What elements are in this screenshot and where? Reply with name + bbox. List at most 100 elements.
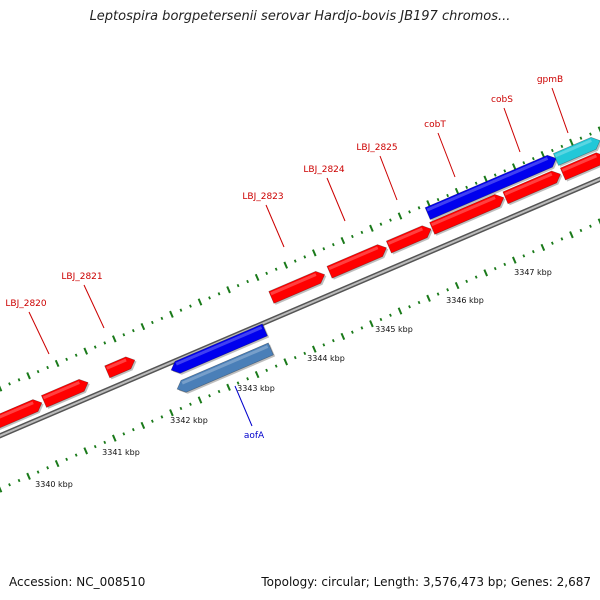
tick-mark: [389, 218, 392, 222]
tick-mark: [522, 254, 526, 258]
tick-mark: [436, 197, 440, 202]
tick-mark: [179, 406, 183, 411]
tick-mark: [322, 247, 326, 251]
gene-arrow-lbj-2821[interactable]: [104, 354, 139, 380]
gene-arrow-lbj-2820[interactable]: [40, 376, 92, 409]
kbp-scale-label: 3346 kbp: [446, 296, 484, 305]
kbp-scale-label: 3344 kbp: [307, 354, 345, 363]
tick-mark: [217, 292, 221, 296]
gene-label-cobs[interactable]: cobS: [491, 95, 513, 105]
tick-mark: [111, 335, 117, 343]
tick-mark: [493, 173, 497, 177]
tick-mark: [540, 243, 546, 252]
tick-mark: [369, 224, 374, 232]
orf-arrow-reverse[interactable]: [169, 323, 270, 378]
tick-mark: [236, 381, 240, 385]
tick-mark: [579, 136, 583, 140]
tick-mark: [560, 144, 564, 149]
kbp-scale-label: 3340 kbp: [35, 480, 73, 489]
tick-mark: [0, 385, 3, 392]
tick-mark: [17, 478, 21, 483]
gene-label-lbj-2821[interactable]: LBJ_2821: [61, 272, 102, 282]
tick-mark: [151, 320, 154, 325]
tick-mark: [531, 250, 535, 254]
tick-mark: [454, 281, 460, 290]
orf-arrow-forward[interactable]: [424, 152, 561, 221]
tick-mark: [17, 378, 21, 382]
tick-mark: [197, 396, 203, 404]
tick-mark: [169, 409, 174, 417]
tick-mark: [293, 355, 297, 360]
tick-mark: [140, 322, 146, 331]
gene-leader-line: [265, 204, 285, 248]
tick-mark: [93, 444, 97, 449]
tick-mark: [446, 288, 449, 292]
tick-mark: [151, 419, 154, 423]
gene-arrow-gpmb[interactable]: [559, 150, 600, 182]
tick-mark: [351, 234, 354, 239]
tick-mark: [597, 126, 600, 133]
tick-mark: [65, 357, 69, 361]
tick-mark: [426, 294, 431, 302]
tick-mark: [189, 304, 192, 308]
tick-mark: [283, 358, 289, 366]
tick-mark: [303, 255, 307, 259]
tick-mark: [160, 316, 164, 321]
tick-mark: [322, 343, 326, 347]
tick-mark: [360, 326, 364, 330]
gene-label-lbj-2820[interactable]: LBJ_2820: [5, 299, 47, 309]
tick-mark: [369, 320, 374, 328]
tick-mark: [311, 249, 317, 257]
tick-mark: [397, 212, 403, 220]
tick-mark: [246, 377, 249, 381]
tick-mark: [503, 169, 507, 173]
gene-leader-line: [379, 155, 398, 201]
tick-mark: [122, 432, 126, 436]
tick-mark: [379, 222, 383, 226]
tick-mark: [389, 313, 392, 317]
gene-arrow-lbj-2823[interactable]: [268, 268, 329, 305]
tick-mark: [408, 305, 411, 309]
kbp-scale-label: 3342 kbp: [170, 416, 208, 425]
gene-arrow-cobs[interactable]: [502, 168, 565, 206]
rna-arrow-forward[interactable]: [552, 134, 600, 167]
tick-mark: [8, 382, 11, 386]
tick-mark: [131, 329, 135, 333]
gene-label-lbj-2823[interactable]: LBJ_2823: [242, 192, 283, 202]
tick-mark: [160, 415, 164, 419]
tick-mark: [493, 266, 497, 271]
tick-mark: [169, 310, 174, 318]
tick-mark: [417, 300, 421, 305]
gene-label-lbj-2824[interactable]: LBJ_2824: [303, 165, 345, 175]
gene-label-cobt[interactable]: cobT: [424, 120, 446, 130]
tick-mark: [246, 279, 249, 284]
tick-mark: [179, 308, 183, 312]
tick-mark: [465, 185, 469, 189]
tick-mark: [254, 370, 260, 379]
tick-mark: [303, 351, 307, 356]
gene-leader-line: [503, 107, 521, 153]
gene-label-aofa[interactable]: aofA: [244, 431, 265, 441]
tick-mark: [531, 157, 535, 161]
gene-arrow-cobt[interactable]: [429, 191, 509, 236]
tick-mark: [54, 459, 60, 468]
tick-mark: [417, 206, 421, 210]
tick-mark: [0, 486, 3, 493]
gene-leader-line: [551, 87, 569, 134]
gene-leader-line: [326, 177, 346, 222]
chromosome-backbone-highlight: [0, 178, 600, 437]
accession-text: Accession: NC_008510: [9, 575, 146, 589]
gene-label-lbj-2825[interactable]: LBJ_2825: [356, 143, 397, 153]
gene-label-gpmb[interactable]: gpmB: [537, 75, 563, 85]
tick-mark: [551, 241, 554, 245]
tick-mark: [379, 317, 383, 322]
tick-mark: [26, 372, 31, 380]
tick-mark: [360, 230, 364, 235]
tick-mark: [208, 394, 211, 398]
gene-arrow-lbj-2818[interactable]: [0, 396, 46, 431]
gene-arrow-aofa[interactable]: [175, 342, 276, 397]
gene-arrow-lbj-2824[interactable]: [326, 241, 391, 280]
gene-arrow-lbj-2825[interactable]: [385, 223, 435, 255]
tick-mark: [597, 218, 600, 225]
